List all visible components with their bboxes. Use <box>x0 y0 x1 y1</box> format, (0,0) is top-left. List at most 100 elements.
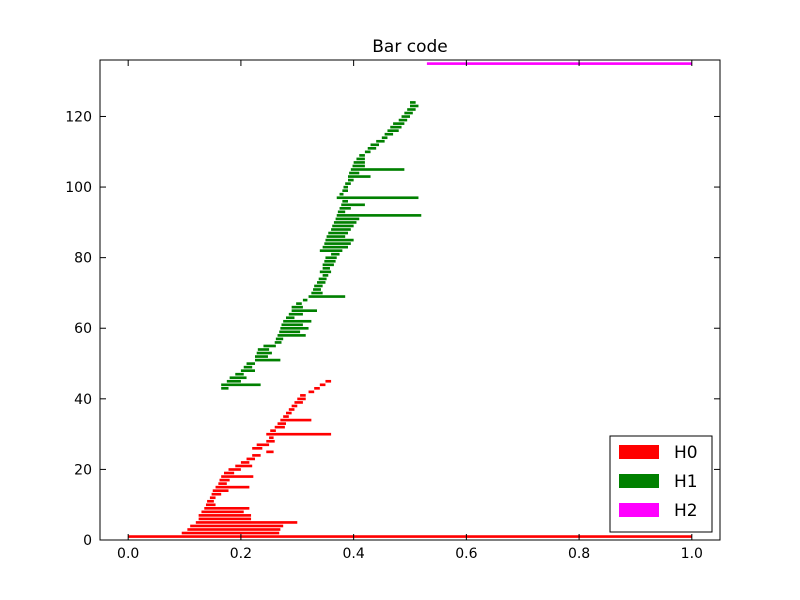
bar-h1-63 <box>352 164 365 168</box>
bar-h1-20 <box>286 316 295 320</box>
bar-h1-9 <box>255 355 268 358</box>
legend-swatch-h2 <box>619 503 659 517</box>
bar-h1-7 <box>246 362 255 365</box>
bar-h1-60 <box>348 175 371 178</box>
bar-h0-24 <box>266 450 274 454</box>
bar-h1-80 <box>410 104 419 108</box>
bar-h1-12 <box>263 344 276 348</box>
bars-layer <box>128 62 692 538</box>
bar-h0-44 <box>325 379 332 383</box>
y-tick-label: 60 <box>74 321 92 337</box>
bar-h1-22 <box>291 309 317 312</box>
bar-h1-35 <box>322 263 334 267</box>
legend-label-h0: H0 <box>674 443 698 463</box>
bar-h1-26 <box>308 295 346 298</box>
bar-h1-29 <box>314 284 323 288</box>
bar-h0-28 <box>269 436 274 440</box>
bar-h0-3 <box>190 524 284 528</box>
bar-h0-37 <box>291 404 298 408</box>
bar-h1-75 <box>393 122 405 125</box>
bar-h0-43 <box>319 383 326 387</box>
bar-h1-18 <box>281 323 303 327</box>
bar-h1-64 <box>353 161 365 164</box>
bar-h0-14 <box>215 485 250 489</box>
legend-label-h2: H2 <box>674 501 698 521</box>
bar-h1-69 <box>370 143 379 147</box>
bar-h0-6 <box>198 514 252 517</box>
plot-frame <box>99 59 721 541</box>
bar-h1-10 <box>256 351 272 355</box>
bar-h2-0 <box>426 62 692 65</box>
bar-h1-70 <box>376 139 385 143</box>
bar-h1-54 <box>336 196 419 200</box>
bar-h1-31 <box>318 277 327 281</box>
bar-h1-73 <box>387 129 399 132</box>
chart-title: Bar code <box>372 37 447 57</box>
bar-h0-16 <box>219 478 230 482</box>
bar-h1-77 <box>401 115 410 118</box>
bar-h1-39 <box>319 249 343 252</box>
bar-h0-12 <box>211 492 222 496</box>
bar-h1-28 <box>313 288 321 291</box>
bar-h0-17 <box>221 475 254 478</box>
bar-h1-47 <box>333 221 357 224</box>
bar-h1-24 <box>296 302 302 305</box>
bar-h1-45 <box>331 228 351 231</box>
bar-h1-16 <box>279 330 301 334</box>
bar-h1-41 <box>324 242 351 245</box>
x-tick-label: 0.4 <box>343 546 365 562</box>
bar-h0-31 <box>274 425 285 429</box>
bar-h1-62 <box>350 168 405 171</box>
bar-h1-36 <box>324 259 336 263</box>
bar-h1-25 <box>302 298 308 302</box>
legend: H0 H1 H2 <box>609 435 713 533</box>
bar-h0-7 <box>201 510 244 514</box>
bar-h0-11 <box>209 496 216 500</box>
bar-h1-52 <box>341 203 365 207</box>
y-tick-label: 120 <box>65 109 92 125</box>
bar-h1-49 <box>336 214 422 217</box>
x-tick-label: 0.8 <box>568 546 590 562</box>
bar-h1-57 <box>343 185 348 189</box>
bar-h1-1 <box>221 383 261 387</box>
bar-h0-19 <box>228 468 241 471</box>
bar-h1-32 <box>322 274 329 277</box>
bar-h1-81 <box>410 101 416 104</box>
bar-h1-48 <box>335 217 360 221</box>
bar-h1-76 <box>398 118 408 122</box>
bar-h0-33 <box>280 418 312 422</box>
bar-h1-40 <box>322 245 348 249</box>
bar-h1-43 <box>326 235 346 238</box>
bar-h0-0 <box>128 535 692 538</box>
x-tick-label: 0.6 <box>455 546 477 562</box>
bar-h1-21 <box>288 312 303 316</box>
x-tick-label: 0.0 <box>117 546 139 562</box>
bar-h1-59 <box>348 178 354 182</box>
bar-h0-10 <box>207 499 214 503</box>
bar-h1-44 <box>328 231 348 235</box>
bar-h1-38 <box>331 252 340 256</box>
bar-h1-3 <box>229 376 247 380</box>
bar-h0-18 <box>224 471 235 475</box>
bar-h0-8 <box>204 507 250 510</box>
bar-h0-22 <box>246 457 255 461</box>
bar-h1-46 <box>332 224 354 228</box>
bar-h1-2 <box>226 379 241 383</box>
bar-h1-66 <box>359 154 365 157</box>
bar-h0-21 <box>240 461 250 464</box>
legend-swatch-h1 <box>619 474 659 488</box>
bar-h0-35 <box>286 411 292 415</box>
y-tick-label: 40 <box>74 392 92 408</box>
bar-h1-8 <box>255 358 281 362</box>
bar-h1-33 <box>319 270 332 274</box>
bar-h0-25 <box>252 447 263 450</box>
bar-h1-65 <box>356 157 365 161</box>
legend-swatch-h0 <box>619 445 659 459</box>
bar-h1-5 <box>240 369 255 372</box>
y-tick-label: 20 <box>74 462 92 478</box>
bar-h1-79 <box>407 108 416 111</box>
x-tick-label: 1.0 <box>681 546 703 562</box>
y-tick-label: 100 <box>65 180 92 196</box>
bar-h0-1 <box>181 531 280 535</box>
